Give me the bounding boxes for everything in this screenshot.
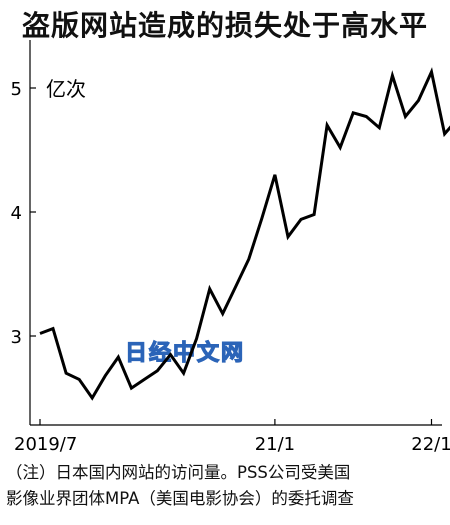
x-tick-label: 21/1 <box>255 434 295 455</box>
footnote-line-2: 影像业界团体MPA（美国电影协会）的委托调查 <box>6 489 354 508</box>
chart-title: 盗版网站造成的损失处于高水平 <box>21 9 428 42</box>
line-chart: 亿次 日经中文网 3 4 5 2019/7 21/1 22/1 <box>11 40 450 455</box>
x-tick-label: 2019/7 <box>14 434 77 455</box>
unit-label: 亿次 <box>46 77 86 101</box>
y-tick-label: 5 <box>11 79 22 100</box>
x-tick-label: 22/1 <box>411 434 450 455</box>
axis-ticks: 3 4 5 2019/7 21/1 22/1 <box>11 79 450 455</box>
y-tick-label: 3 <box>11 327 22 348</box>
watermark: 日经中文网 <box>125 340 245 366</box>
y-tick-label: 4 <box>11 203 22 224</box>
footnote-line-1: （注）日本国内网站的访问量。PSS公司受美国 <box>6 463 351 482</box>
series-lines <box>39 67 450 401</box>
chart-axes <box>29 40 442 426</box>
